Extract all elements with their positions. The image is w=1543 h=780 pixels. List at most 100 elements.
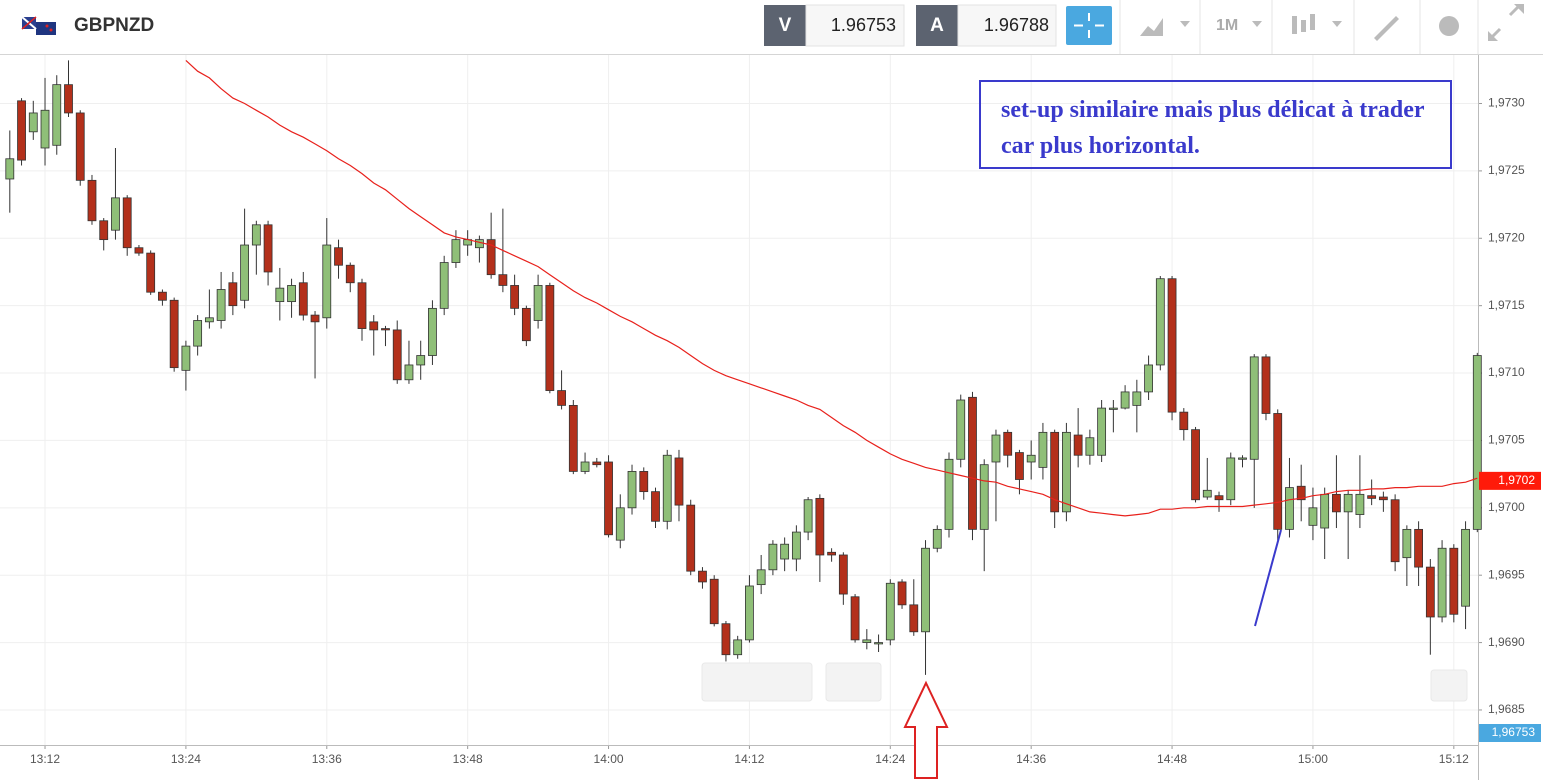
candle-body bbox=[897, 581, 907, 606]
y-tick-label: 1,9700 bbox=[1488, 500, 1525, 514]
candle-body bbox=[1425, 566, 1435, 618]
candle-body bbox=[5, 158, 15, 180]
candle-body bbox=[240, 244, 250, 301]
y-tick-label: 1,9685 bbox=[1488, 702, 1525, 716]
x-tick-label: 13:48 bbox=[453, 752, 483, 766]
timeframe[interactable]: 1M bbox=[1216, 17, 1238, 34]
candle-body bbox=[1003, 431, 1013, 456]
x-tick-label: 15:12 bbox=[1439, 752, 1469, 766]
candle-body bbox=[216, 289, 226, 321]
y-tick-label: 1,9715 bbox=[1488, 298, 1525, 312]
candle-body bbox=[521, 307, 531, 342]
candle-body bbox=[568, 404, 578, 472]
candle-body bbox=[1320, 493, 1330, 529]
candle-body bbox=[1155, 278, 1165, 366]
x-tick-label: 14:12 bbox=[734, 752, 764, 766]
price-tag-label: 1,9702 bbox=[1498, 473, 1535, 487]
candle-body bbox=[745, 585, 754, 641]
candle-body bbox=[1355, 493, 1365, 515]
candle-body bbox=[28, 112, 38, 133]
ask-price: 1.96788 bbox=[984, 15, 1049, 35]
candle-body bbox=[838, 554, 848, 595]
candle-body bbox=[885, 582, 895, 641]
candle-body bbox=[1273, 413, 1283, 530]
candle-body bbox=[322, 244, 332, 319]
candle-body bbox=[345, 264, 355, 284]
candle-body bbox=[87, 179, 97, 222]
plot: 1,9685 1,9690 1,9695 1,9700 1,9705 1,9710 1,97… bbox=[0, 55, 1525, 780]
candle-body bbox=[874, 642, 883, 645]
candle-body bbox=[815, 497, 825, 556]
crosshair-icon bbox=[1074, 13, 1104, 38]
candle-body bbox=[580, 461, 590, 472]
y-tick-label: 1,9720 bbox=[1488, 230, 1525, 244]
crosshair-button[interactable] bbox=[1066, 6, 1112, 45]
x-tick-label: 14:36 bbox=[1016, 752, 1046, 766]
candle-body bbox=[1179, 411, 1189, 431]
ask-button[interactable] bbox=[916, 5, 958, 46]
x-tick-label: 14:24 bbox=[875, 752, 905, 766]
candle-body bbox=[968, 396, 977, 530]
candle-body bbox=[1026, 454, 1036, 463]
bid-box bbox=[805, 4, 905, 47]
candle-body bbox=[1062, 431, 1071, 513]
toolbar-dividers bbox=[1119, 0, 1479, 54]
candle-body bbox=[592, 461, 602, 466]
x-tick-label: 14:00 bbox=[594, 752, 624, 766]
candle-body bbox=[486, 239, 496, 276]
candle-body bbox=[334, 247, 343, 266]
candle-body bbox=[604, 461, 613, 536]
candle-body bbox=[721, 623, 731, 656]
candle-body bbox=[510, 285, 520, 309]
candle-body bbox=[545, 285, 555, 391]
candle-body bbox=[134, 247, 144, 254]
candle-body bbox=[1073, 434, 1083, 456]
candle-body bbox=[1202, 489, 1212, 498]
ask-label: A bbox=[930, 15, 944, 36]
ask-box bbox=[957, 4, 1057, 47]
flag bbox=[21, 16, 56, 35]
price-tag-label: 1,96753 bbox=[1492, 725, 1536, 739]
candle-body bbox=[498, 274, 508, 286]
candle-body bbox=[1167, 278, 1177, 413]
candle-body bbox=[1285, 487, 1294, 530]
candle-body bbox=[1472, 355, 1482, 530]
candle-body bbox=[709, 578, 719, 625]
price-tag bbox=[1479, 724, 1541, 742]
candle-body bbox=[979, 464, 989, 530]
candle-body bbox=[1191, 429, 1200, 501]
x-tick-label: 13:12 bbox=[30, 752, 60, 766]
bid-button[interactable] bbox=[764, 5, 806, 46]
candle-body bbox=[615, 507, 625, 541]
candle-body bbox=[122, 197, 132, 249]
candle-body bbox=[75, 112, 85, 181]
candle-body bbox=[251, 224, 261, 246]
candle-body bbox=[780, 543, 790, 560]
moving-average bbox=[185, 59, 1478, 517]
annotation-arrow bbox=[903, 680, 949, 779]
candle-body bbox=[862, 639, 872, 643]
candle-body bbox=[1226, 457, 1236, 501]
candle-body bbox=[827, 551, 836, 556]
toolbar-icons[interactable] bbox=[1140, 4, 1524, 41]
candle-body bbox=[1108, 407, 1118, 410]
candle-body bbox=[1402, 528, 1412, 559]
candle-body bbox=[921, 547, 930, 633]
candle-body bbox=[756, 569, 766, 586]
candle-body bbox=[193, 320, 203, 347]
candle-body bbox=[17, 100, 26, 161]
candle-body bbox=[1332, 493, 1341, 513]
x-tick-label: 13:24 bbox=[171, 752, 201, 766]
candle-body bbox=[1261, 356, 1271, 414]
candle-body bbox=[1214, 495, 1224, 501]
x-tick-label: 15:00 bbox=[1298, 752, 1328, 766]
candle-body bbox=[803, 499, 813, 533]
candle-body bbox=[181, 345, 191, 371]
candle-body bbox=[169, 299, 179, 369]
candle-body bbox=[627, 471, 637, 509]
candle-body bbox=[768, 543, 778, 571]
candle-body bbox=[1144, 364, 1153, 393]
candle-body bbox=[991, 434, 1001, 463]
